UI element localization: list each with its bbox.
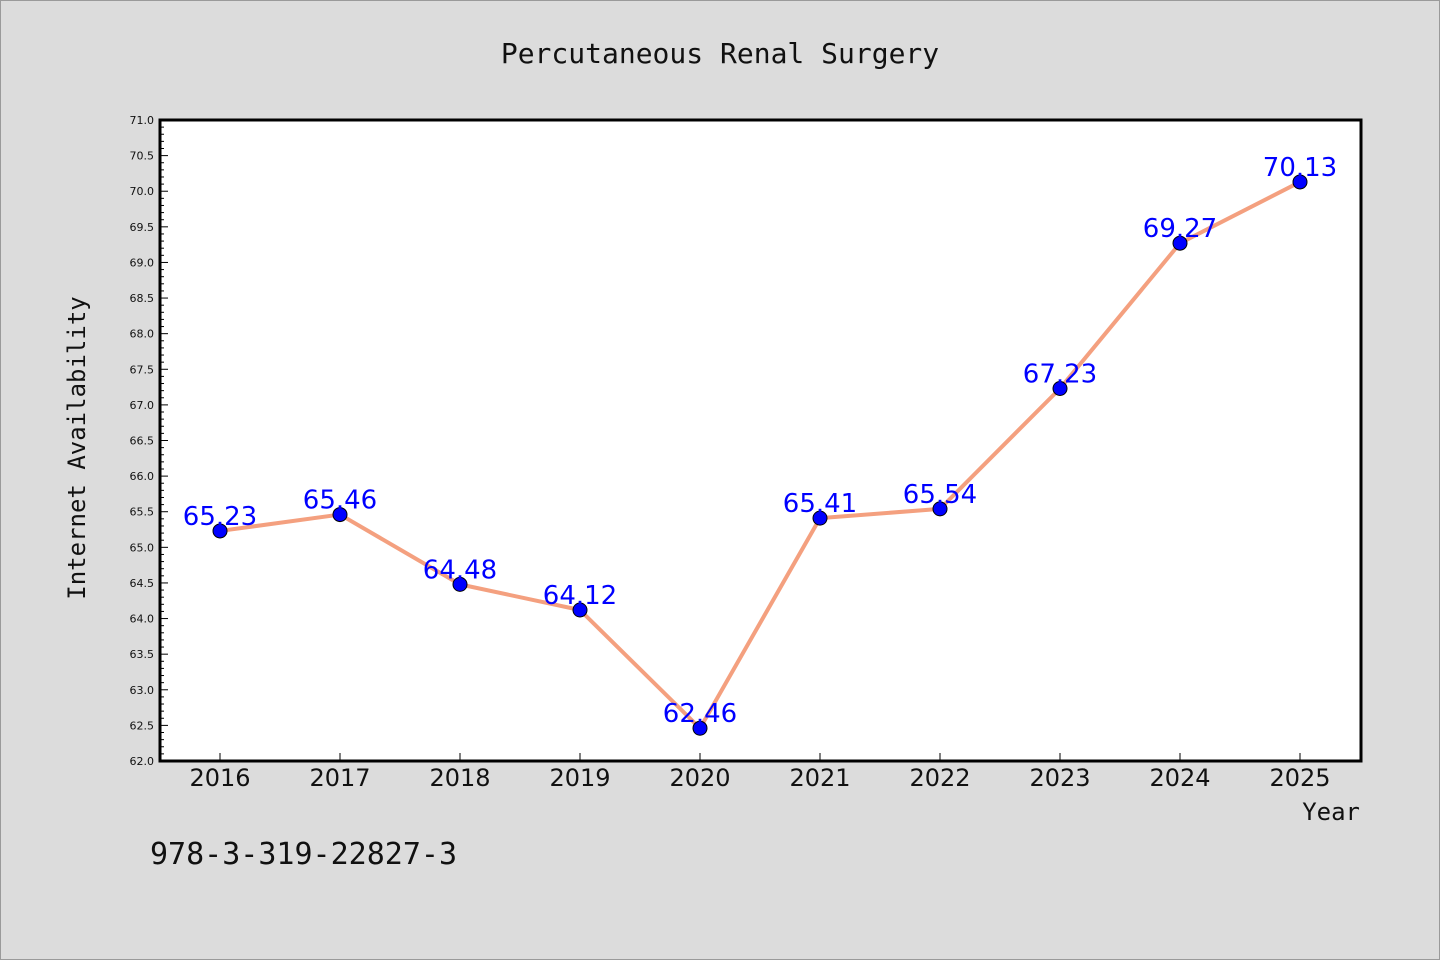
y-tick-label: 65.5 bbox=[130, 506, 155, 519]
data-point bbox=[452, 576, 468, 592]
data-label: 70.13 bbox=[1263, 153, 1337, 183]
x-tick-label: 2024 bbox=[1149, 764, 1210, 792]
y-tick-label: 68.5 bbox=[130, 292, 155, 305]
data-label: 67.23 bbox=[1023, 360, 1097, 390]
x-axis: 2016 2017 2018 2019 2020 2021 2022 2023 2024 2025 bbox=[189, 753, 1331, 792]
y-tick-label: 67.0 bbox=[130, 399, 155, 412]
y-tick-label: 67.5 bbox=[130, 363, 155, 376]
y-tick-label: 70.0 bbox=[130, 185, 155, 198]
x-tick-label: 2018 bbox=[429, 764, 490, 792]
data-label: 69.27 bbox=[1143, 214, 1217, 244]
y-tick-label: 64.5 bbox=[130, 577, 155, 590]
y-tick-label: 63.0 bbox=[130, 684, 155, 697]
y-axis-label: Internet Availability bbox=[63, 296, 91, 599]
x-axis-label: Year bbox=[1302, 798, 1360, 826]
x-tick-label: 2023 bbox=[1029, 764, 1090, 792]
isbn-annotation: 978-3-319-22827-3 bbox=[150, 837, 457, 872]
data-point bbox=[332, 507, 348, 523]
x-tick-label: 2020 bbox=[669, 764, 730, 792]
data-point bbox=[212, 523, 228, 539]
y-tick-label: 66.5 bbox=[130, 435, 155, 448]
y-tick-label: 64.0 bbox=[130, 613, 155, 626]
data-point bbox=[1172, 235, 1188, 251]
y-tick-label: 62.5 bbox=[130, 719, 155, 732]
x-tick-label: 2021 bbox=[789, 764, 850, 792]
data-label: 65.54 bbox=[903, 480, 977, 510]
y-tick-label: 68.0 bbox=[130, 328, 155, 341]
data-label: 64.12 bbox=[543, 581, 617, 611]
chart-title: Percutaneous Renal Surgery bbox=[501, 37, 939, 70]
series-layer bbox=[212, 174, 1308, 736]
series-line bbox=[219, 180, 1301, 731]
y-tick-label: 69.5 bbox=[130, 221, 155, 234]
x-tick-label: 2022 bbox=[909, 764, 970, 792]
data-point bbox=[692, 720, 708, 736]
data-label: 65.41 bbox=[783, 489, 857, 519]
y-tick-label: 66.0 bbox=[130, 470, 155, 483]
data-point bbox=[1052, 381, 1068, 397]
data-label: 64.48 bbox=[423, 555, 497, 585]
x-tick-label: 2019 bbox=[549, 764, 610, 792]
y-tick-label: 65.0 bbox=[130, 541, 155, 554]
x-tick-label: 2025 bbox=[1269, 764, 1330, 792]
data-label-layer: 65.23 65.46 64.48 64.12 62.46 65.41 65.54 67.23… bbox=[183, 153, 1337, 729]
data-label: 62.46 bbox=[663, 699, 737, 729]
data-point bbox=[812, 510, 828, 526]
y-tick-label: 69.0 bbox=[130, 256, 155, 269]
y-tick-label: 63.5 bbox=[130, 648, 155, 661]
data-point bbox=[1292, 174, 1308, 190]
data-point bbox=[932, 501, 948, 517]
y-axis: 62.0 62.5 63.0 63.5 64.0 64.5 65.0 65.5 66.0 66.5… bbox=[130, 114, 168, 768]
x-tick-label: 2016 bbox=[189, 764, 250, 792]
plot-area bbox=[160, 120, 1361, 761]
data-point bbox=[572, 602, 588, 618]
x-tick-label: 2017 bbox=[309, 764, 370, 792]
data-label: 65.46 bbox=[303, 486, 377, 516]
data-label: 65.23 bbox=[183, 502, 257, 532]
y-tick-label: 70.5 bbox=[130, 150, 155, 163]
y-tick-label: 62.0 bbox=[130, 755, 155, 768]
plot-border bbox=[158, 118, 1363, 763]
y-tick-label: 71.0 bbox=[130, 114, 155, 127]
